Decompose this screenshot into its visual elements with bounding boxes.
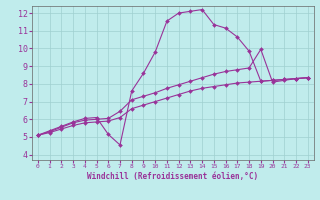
X-axis label: Windchill (Refroidissement éolien,°C): Windchill (Refroidissement éolien,°C) [87, 172, 258, 181]
